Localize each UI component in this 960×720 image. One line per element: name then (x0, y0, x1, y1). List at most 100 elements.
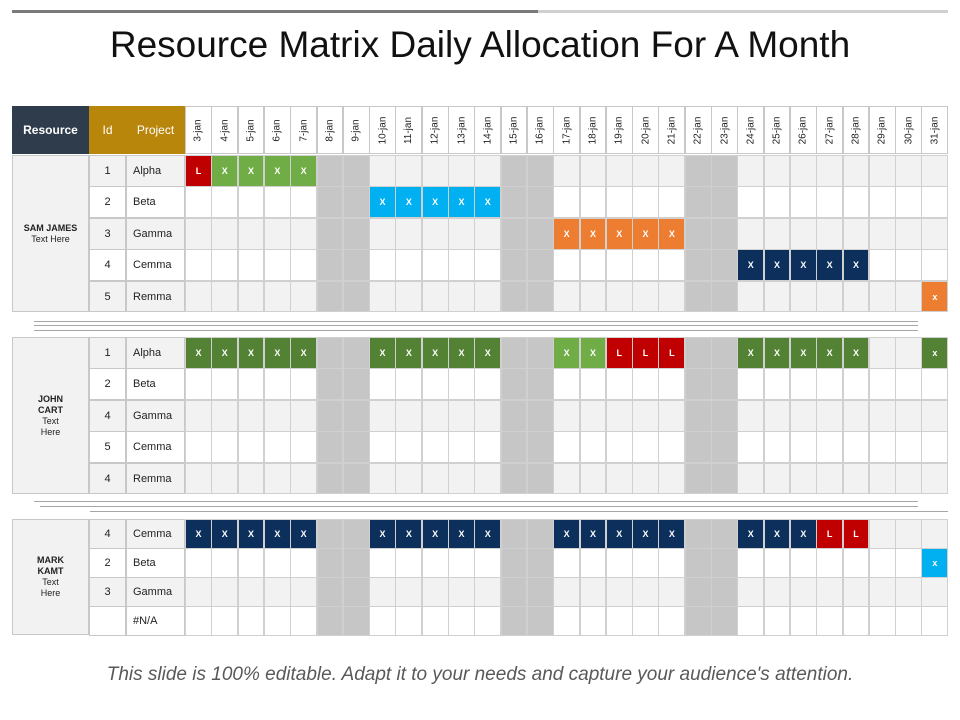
row-project: Cemma (126, 431, 185, 464)
weekend-cell (342, 548, 370, 578)
weekend-cell (711, 399, 738, 432)
allocation-mark: X (632, 217, 659, 250)
day-cell (395, 606, 423, 636)
day-cell (421, 399, 449, 432)
day-cell (553, 155, 581, 187)
day-cell (211, 399, 239, 432)
weekend-cell (316, 519, 344, 549)
weekend-cell (684, 548, 712, 578)
day-cell (737, 280, 765, 313)
day-cell (658, 368, 686, 401)
weekend-cell (342, 155, 370, 187)
day-cell (553, 431, 581, 464)
date-header: 8-jan (316, 106, 344, 154)
day-cell (658, 249, 686, 282)
weekend-cell (526, 519, 554, 549)
day-cell (369, 548, 396, 578)
date-header: 6-jan (263, 106, 291, 154)
date-header: 31-jan (921, 106, 949, 154)
weekend-cell (316, 280, 344, 313)
allocation-mark: X (185, 337, 212, 369)
day-cell (921, 431, 949, 464)
day-cell (579, 577, 607, 607)
day-cell (632, 606, 659, 636)
day-cell (211, 186, 239, 219)
day-cell (395, 368, 423, 401)
day-cell (816, 606, 844, 636)
weekend-cell (711, 217, 738, 250)
day-cell (448, 155, 475, 187)
day-cell (237, 249, 265, 282)
day-cell (263, 217, 291, 250)
day-cell (868, 606, 896, 636)
weekend-cell (316, 337, 344, 369)
row-id: 3 (89, 217, 126, 250)
weekend-cell (684, 399, 712, 432)
weekend-cell (526, 337, 554, 369)
day-cell (895, 519, 922, 549)
day-cell (211, 368, 239, 401)
allocation-mark: X (632, 519, 659, 549)
day-cell (737, 217, 765, 250)
weekend-cell (342, 519, 370, 549)
weekend-cell (684, 217, 712, 250)
day-cell (789, 577, 817, 607)
day-cell (290, 606, 318, 636)
row-project: Remma (126, 280, 185, 313)
day-cell (921, 462, 949, 495)
day-cell (448, 462, 475, 495)
day-cell (474, 399, 502, 432)
day-cell (579, 462, 607, 495)
day-cell (868, 337, 896, 369)
date-header: 29-jan (868, 106, 896, 154)
day-cell (290, 399, 318, 432)
date-header-label: 15-jan (508, 116, 520, 144)
day-cell (868, 519, 896, 549)
day-cell (185, 606, 212, 636)
day-cell (290, 431, 318, 464)
allocation-mark: L (842, 519, 870, 549)
day-cell (921, 577, 949, 607)
day-cell (605, 280, 633, 313)
header-project: Project (126, 106, 185, 154)
day-cell (632, 368, 659, 401)
day-cell (842, 548, 870, 578)
day-cell (895, 155, 922, 187)
weekend-cell (684, 249, 712, 282)
day-cell (658, 606, 686, 636)
day-cell (421, 462, 449, 495)
weekend-cell (342, 280, 370, 313)
date-header-label: 24-jan (745, 116, 757, 144)
day-cell (658, 399, 686, 432)
date-header-label: 27-jan (824, 116, 836, 144)
allocation-mark: X (842, 337, 870, 369)
weekend-cell (500, 249, 528, 282)
day-cell (605, 399, 633, 432)
group-separator-line (40, 506, 918, 507)
date-header-label: 9-jan (350, 118, 362, 142)
date-header: 30-jan (895, 106, 922, 154)
weekend-cell (316, 186, 344, 219)
day-cell (605, 577, 633, 607)
row-project: Remma (126, 462, 185, 495)
day-cell (737, 186, 765, 219)
weekend-cell (342, 337, 370, 369)
weekend-cell (526, 249, 554, 282)
day-cell (553, 462, 581, 495)
allocation-mark: L (658, 337, 686, 369)
day-cell (789, 548, 817, 578)
allocation-mark: X (579, 337, 607, 369)
day-cell (816, 186, 844, 219)
resource-group-label: JOHN CART Text Here (12, 337, 89, 494)
allocation-mark: X (448, 186, 475, 219)
allocation-mark: X (579, 519, 607, 549)
allocation-mark: X (211, 337, 239, 369)
weekend-cell (684, 368, 712, 401)
weekend-cell (526, 280, 554, 313)
day-cell (763, 577, 791, 607)
weekend-cell (684, 186, 712, 219)
day-cell (816, 548, 844, 578)
allocation-mark: X (211, 519, 239, 549)
day-cell (737, 577, 765, 607)
day-cell (369, 368, 396, 401)
